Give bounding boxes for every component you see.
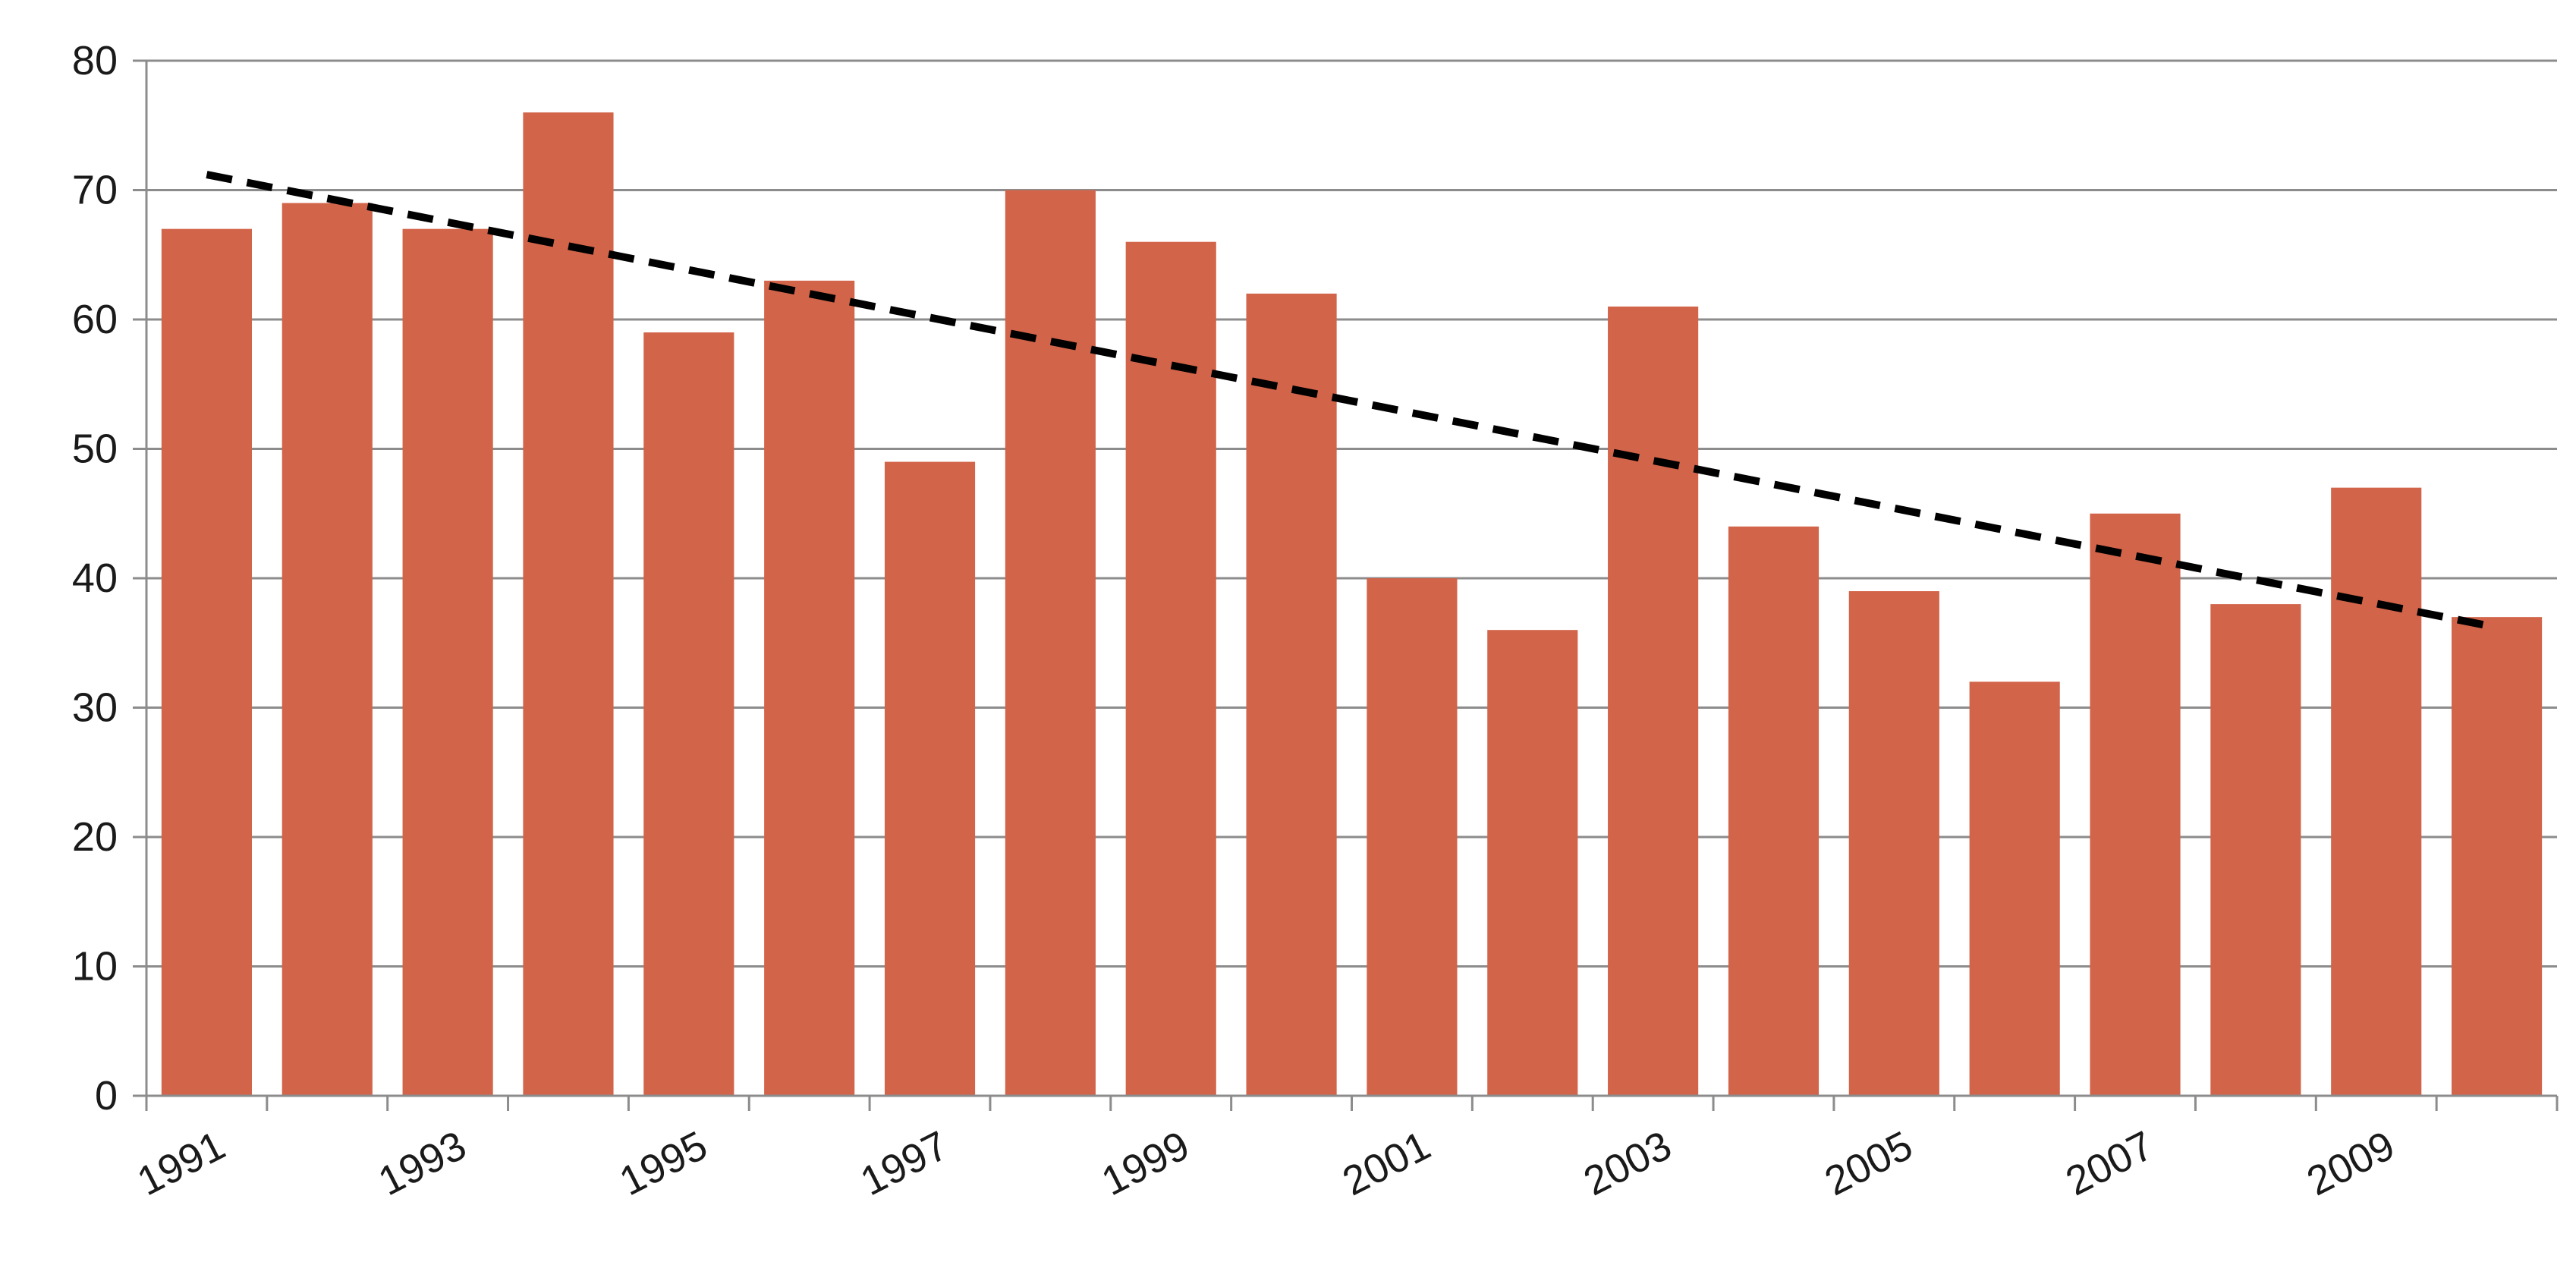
bar-1991 [161,228,252,1096]
bar-1996 [764,280,855,1097]
y-tick-label: 40 [72,555,118,601]
trendline [206,171,2498,631]
bar-2005 [1848,591,1939,1096]
bar-2007 [2090,513,2181,1096]
x-tick-label: 2005 [1818,1122,1920,1204]
x-tick-label: 2003 [1577,1122,1678,1204]
bar-2003 [1608,306,1699,1097]
bar-2004 [1728,526,1820,1096]
bar-2002 [1487,630,1578,1096]
bar-1992 [282,203,373,1096]
y-tick-label: 60 [72,297,118,342]
x-tick-label: 2001 [1335,1122,1437,1204]
bar-2001 [1367,578,1458,1096]
bar-1998 [1005,190,1096,1096]
x-tick-label: 2009 [2300,1122,2401,1204]
trendline-path [206,171,2498,631]
bar-2009 [2331,487,2422,1096]
y-tick-label: 30 [72,685,118,731]
bar-2008 [2210,604,2301,1096]
y-tick-label: 0 [95,1073,118,1119]
y-tick-label: 50 [72,426,118,472]
y-tick-label: 70 [72,168,118,213]
bar-1994 [523,112,614,1097]
y-tick-label: 20 [72,814,118,860]
x-tick-label: 1993 [371,1122,473,1204]
bar-2010 [2452,617,2543,1096]
bar-1999 [1125,241,1216,1097]
bar-series [161,112,2543,1097]
bar-1995 [643,332,734,1096]
gridlines [146,59,2557,968]
y-tick-label: 10 [72,944,118,990]
x-tick-label: 1997 [854,1122,955,1204]
bar-2006 [1969,681,2060,1096]
x-tick-label: 2007 [2059,1122,2160,1204]
bar-1993 [402,228,493,1096]
y-tick-label: 80 [72,38,118,83]
bar-2000 [1246,293,1337,1096]
x-tick-label: 1995 [612,1122,714,1204]
x-tick-label: 1991 [131,1122,232,1204]
x-axis-ticks: 1991 1993 1995 1997 1999 2001 2003 2005 2007 2009 [131,1096,2559,1204]
y-axis-ticks: 0 10 20 30 40 50 60 70 80 [72,38,146,1119]
x-tick-label: 1999 [1095,1122,1197,1204]
bar-1997 [884,461,976,1096]
